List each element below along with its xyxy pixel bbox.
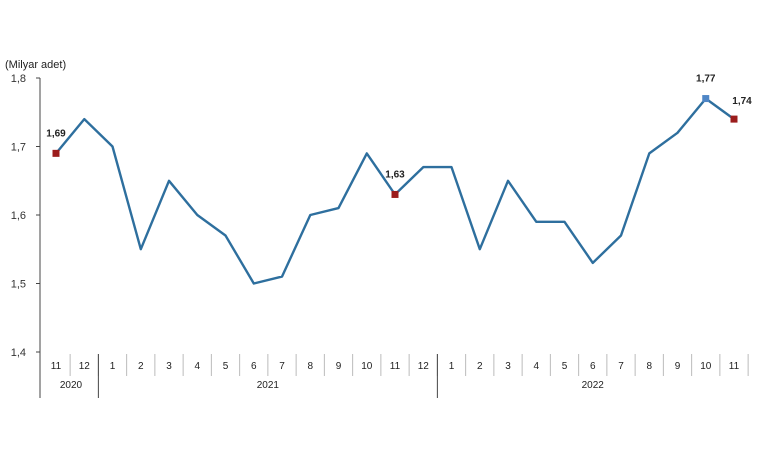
year-label: 2022 (582, 380, 605, 391)
y-tick-label: 1,6 (11, 210, 26, 222)
x-tick-label: 3 (166, 361, 172, 372)
x-tick-label: 1 (449, 361, 455, 372)
x-tick-label: 7 (279, 361, 285, 372)
data-label: 1,69 (46, 128, 66, 139)
data-point-marker (391, 190, 399, 198)
x-tick-label: 8 (307, 361, 313, 372)
x-tick-label: 9 (675, 361, 681, 372)
x-tick-label: 4 (533, 361, 539, 372)
x-tick-label: 11 (51, 361, 62, 372)
data-label: 1,74 (732, 96, 752, 107)
x-tick-label: 1 (110, 361, 116, 372)
x-tick-label: 2 (138, 361, 144, 372)
x-tick-label: 12 (418, 361, 430, 372)
y-tick-label: 1,7 (11, 142, 26, 154)
x-tick-label: 11 (390, 361, 401, 372)
x-tick-label: 11 (729, 361, 740, 372)
x-tick-label: 6 (251, 361, 257, 372)
x-tick-label: 7 (618, 361, 624, 372)
x-tick-label: 10 (700, 361, 712, 372)
annotations: 1,69 1,63 1,77 1,74 (46, 74, 752, 198)
x-tick-label: 10 (361, 361, 373, 372)
x-tick-label: 5 (562, 361, 568, 372)
data-point-marker (730, 115, 738, 123)
x-tick-label: 5 (223, 361, 229, 372)
x-tick-label: 9 (336, 361, 342, 372)
x-tick-label: 12 (79, 361, 91, 372)
data-label: 1,77 (696, 74, 716, 85)
x-tick-label: 8 (646, 361, 652, 372)
x-tick-label: 3 (505, 361, 511, 372)
data-point-marker (52, 149, 60, 157)
year-label: 2021 (257, 380, 280, 391)
data-label: 1,63 (385, 169, 405, 180)
y-tick-label: 1,8 (11, 73, 26, 85)
y-tick-label: 1,4 (11, 347, 26, 359)
year-label: 2020 (60, 380, 83, 391)
y-axis: 1,4 1,5 1,6 1,7 1,8 (11, 73, 41, 398)
x-tick-label: 2 (477, 361, 483, 372)
x-tick-label: 6 (590, 361, 596, 372)
data-point-marker (702, 95, 710, 103)
y-tick-label: 1,5 (11, 279, 26, 291)
x-tick-label: 4 (194, 361, 200, 372)
unit-label: (Milyar adet) (5, 59, 66, 71)
